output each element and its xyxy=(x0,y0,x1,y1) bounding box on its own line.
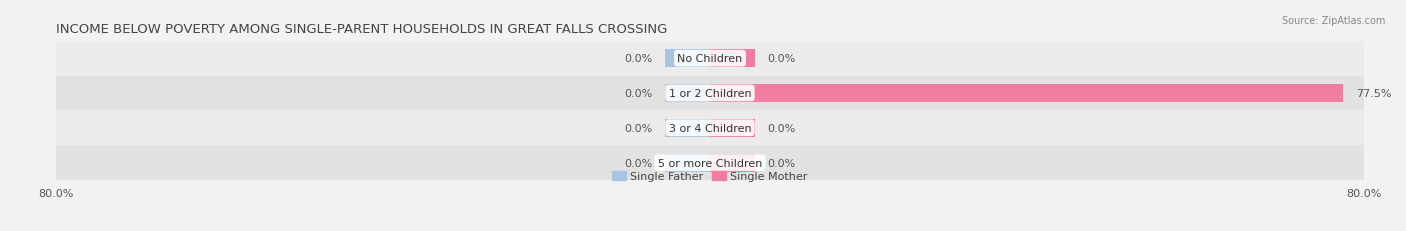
Text: 0.0%: 0.0% xyxy=(624,54,652,64)
Text: 5 or more Children: 5 or more Children xyxy=(658,158,762,168)
Bar xyxy=(665,119,710,137)
Text: 3 or 4 Children: 3 or 4 Children xyxy=(669,123,751,133)
Text: 0.0%: 0.0% xyxy=(768,158,796,168)
Bar xyxy=(665,85,710,103)
Bar xyxy=(710,119,755,137)
Legend: Single Father, Single Mother: Single Father, Single Mother xyxy=(607,167,813,186)
Text: No Children: No Children xyxy=(678,54,742,64)
Text: 77.5%: 77.5% xyxy=(1355,88,1391,99)
Text: 0.0%: 0.0% xyxy=(624,88,652,99)
Text: 1 or 2 Children: 1 or 2 Children xyxy=(669,88,751,99)
Bar xyxy=(665,154,710,172)
Text: Source: ZipAtlas.com: Source: ZipAtlas.com xyxy=(1281,16,1385,26)
Bar xyxy=(56,76,1364,111)
Bar xyxy=(56,111,1364,146)
Bar xyxy=(710,50,755,68)
Text: 0.0%: 0.0% xyxy=(768,123,796,133)
Bar xyxy=(56,146,1364,180)
Bar xyxy=(665,50,710,68)
Text: 0.0%: 0.0% xyxy=(624,158,652,168)
Text: 0.0%: 0.0% xyxy=(624,123,652,133)
Text: INCOME BELOW POVERTY AMONG SINGLE-PARENT HOUSEHOLDS IN GREAT FALLS CROSSING: INCOME BELOW POVERTY AMONG SINGLE-PARENT… xyxy=(56,23,668,36)
Bar xyxy=(710,154,755,172)
Bar xyxy=(56,42,1364,76)
Bar xyxy=(710,85,1343,103)
Text: 0.0%: 0.0% xyxy=(768,54,796,64)
